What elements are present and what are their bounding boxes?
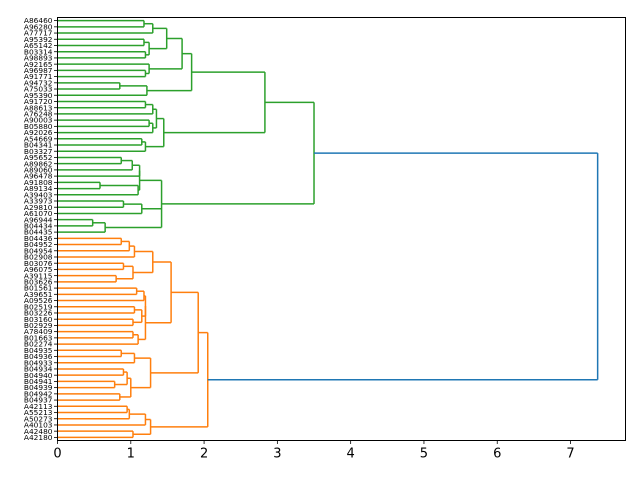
leaf-label: A96987 [24,66,53,75]
leaf-label: A78409 [24,327,53,336]
leaf-label: A92165 [24,60,53,69]
leaf-label: B04942 [24,389,53,398]
leaf-label: B02929 [24,321,53,330]
leaf-label: B04935 [24,346,53,355]
leaf-label: A91808 [24,178,53,187]
leaf-label: B04934 [24,365,53,374]
leaf-label: A95392 [24,35,53,44]
x-tick-label: 5 [420,447,428,462]
leaf-label: B04952 [24,240,53,249]
leaf-label: A94732 [24,78,53,87]
dendrogram-links [57,19,599,439]
leaf-label: A96944 [24,215,53,224]
leaf-label: A39651 [24,290,53,299]
leaf-label: A89862 [24,159,53,168]
leaf-label: A91771 [24,72,53,81]
leaf-label: A55213 [24,408,53,417]
leaf-label: B03314 [24,47,53,56]
x-tick-label: 1 [127,447,135,462]
leaf-label: B04939 [24,383,53,392]
leaf-label: A42180 [24,433,53,442]
leaf-label: A91720 [24,97,53,106]
leaf-label: A92026 [24,128,53,137]
leaf-label: A50273 [24,414,53,423]
x-tick-label: 3 [273,447,281,462]
leaf-label: A54669 [24,134,53,143]
leaf-label: A89134 [24,184,53,193]
x-tick-label: 2 [200,447,208,462]
leaf-label: B04933 [24,358,53,367]
leaf-label: B01663 [24,333,53,342]
leaf-label: B04434 [24,221,53,230]
leaf-label: B03076 [24,259,53,268]
leaf-label: A96075 [24,265,53,274]
leaf-label: B04341 [24,141,53,150]
leaf-label: A61070 [24,209,53,218]
leaf-label: A96478 [24,172,53,181]
leaf-label: A76248 [24,110,53,119]
leaf-label: B04435 [24,228,53,237]
leaf-label: B04436 [24,234,53,243]
leaf-label: A77717 [24,29,53,38]
leaf-label: B04937 [24,396,53,405]
leaf-label: A39115 [24,271,53,280]
leaf-label: B02908 [24,253,53,262]
leaf-label: A98893 [24,54,53,63]
leaf-label: A42113 [24,402,53,411]
leaf-label: B03226 [24,309,53,318]
leaf-label: B04940 [24,371,53,380]
leaf-label: B03160 [24,315,53,324]
leaf-label: A90003 [24,116,53,125]
leaf-label: B04954 [24,246,53,255]
leaf-label: B03327 [24,147,53,156]
plot-frame [57,17,626,441]
leaf-label: A75033 [24,85,53,94]
leaf-label: A40103 [24,421,53,430]
leaf-label: B04936 [24,352,53,361]
leaf-label: B05880 [24,122,53,131]
leaf-label: A95390 [24,91,53,100]
leaf-label: A96280 [24,22,53,31]
leaf-label: A86460 [24,16,53,25]
leaf-label: A95652 [24,153,53,162]
x-tick-label: 0 [53,447,61,462]
leaf-label: B01561 [24,284,53,293]
leaf-label: B02274 [24,340,53,349]
leaf-label: A89060 [24,166,53,175]
leaf-label: A65142 [24,41,53,50]
x-axis: 0 1 2 3 4 5 6 7 [53,440,575,462]
leaf-label: B04941 [24,377,53,386]
x-tick-label: 6 [493,447,501,462]
leaf-label: A42480 [24,427,53,436]
leaf-label-axis: A86460A96280A77717A95392A65142B03314A988… [24,16,58,442]
leaf-label: A39403 [24,190,53,199]
leaf-label: A88613 [24,103,53,112]
leaf-label: A29810 [24,203,53,212]
leaf-label: A33973 [24,197,53,206]
leaf-label: B02519 [24,302,53,311]
x-tick-label: 7 [566,447,574,462]
leaf-label: B03626 [24,277,53,286]
x-tick-label: 4 [347,447,355,462]
leaf-label: A09526 [24,296,53,305]
